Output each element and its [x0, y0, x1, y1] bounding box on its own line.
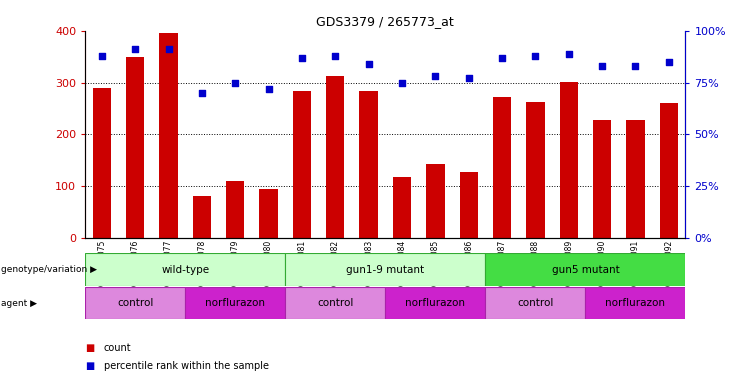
Text: agent ▶: agent ▶ — [1, 299, 37, 308]
Bar — [485, 287, 585, 319]
Point — [396, 79, 408, 86]
Point — [529, 53, 541, 59]
Point — [429, 73, 441, 79]
Bar — [626, 120, 645, 238]
Bar — [193, 195, 211, 238]
Bar — [485, 253, 685, 286]
Point — [229, 79, 241, 86]
Text: genotype/variation ▶: genotype/variation ▶ — [1, 265, 97, 274]
Bar — [593, 120, 611, 238]
Text: count: count — [104, 343, 131, 353]
Bar — [526, 102, 545, 238]
Bar — [359, 91, 378, 238]
Bar — [459, 172, 478, 238]
Bar — [93, 88, 111, 238]
Bar — [226, 181, 245, 238]
Bar — [426, 164, 445, 238]
Bar — [259, 189, 278, 238]
Bar — [85, 287, 185, 319]
Bar — [285, 253, 485, 286]
Text: control: control — [117, 298, 153, 308]
Bar — [585, 287, 685, 319]
Text: norflurazon: norflurazon — [205, 298, 265, 308]
Point — [162, 46, 175, 53]
Bar — [293, 91, 311, 238]
Text: gun5 mutant: gun5 mutant — [551, 265, 619, 275]
Point — [262, 86, 274, 92]
Point — [663, 59, 675, 65]
Bar — [185, 287, 285, 319]
Point — [96, 53, 108, 59]
Text: norflurazon: norflurazon — [405, 298, 465, 308]
Text: gun1-9 mutant: gun1-9 mutant — [346, 265, 425, 275]
Text: control: control — [517, 298, 554, 308]
Point — [596, 63, 608, 69]
Text: ■: ■ — [85, 343, 94, 353]
Text: control: control — [317, 298, 353, 308]
Bar — [393, 177, 411, 238]
Text: norflurazon: norflurazon — [605, 298, 665, 308]
Point — [462, 75, 474, 81]
Point — [496, 55, 508, 61]
Bar — [493, 97, 511, 238]
Bar — [659, 103, 678, 238]
Bar — [159, 33, 178, 238]
Point — [130, 46, 142, 53]
Point — [296, 55, 308, 61]
Point — [196, 90, 207, 96]
Bar — [126, 56, 144, 238]
Point — [362, 61, 374, 67]
Point — [329, 53, 341, 59]
Point — [630, 63, 642, 69]
Text: percentile rank within the sample: percentile rank within the sample — [104, 361, 269, 371]
Bar — [559, 81, 578, 238]
Bar — [85, 253, 285, 286]
Text: ■: ■ — [85, 361, 94, 371]
Title: GDS3379 / 265773_at: GDS3379 / 265773_at — [316, 15, 454, 28]
Point — [563, 50, 575, 56]
Text: wild-type: wild-type — [162, 265, 209, 275]
Bar — [326, 76, 345, 238]
Bar — [285, 287, 385, 319]
Bar — [385, 287, 485, 319]
